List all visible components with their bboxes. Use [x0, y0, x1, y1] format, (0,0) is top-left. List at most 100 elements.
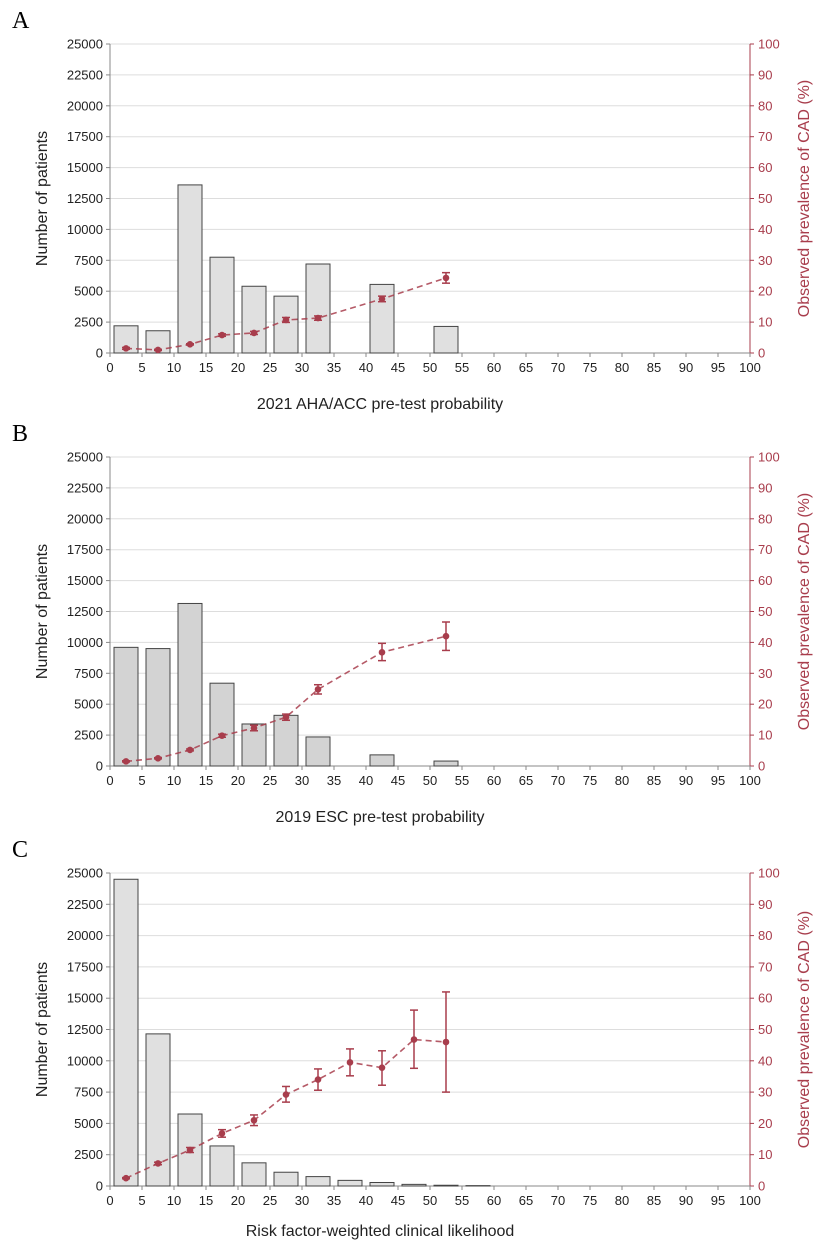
x-tick-label: 80	[615, 773, 629, 788]
y2-tick-label: 10	[758, 728, 772, 743]
y-tick-label: 2500	[74, 315, 103, 330]
prevalence-point	[442, 1038, 450, 1046]
x-tick-label: 25	[263, 773, 277, 788]
prevalence-point	[250, 724, 258, 732]
prevalence-point	[122, 1174, 130, 1182]
x-tick-label: 55	[455, 773, 469, 788]
x-tick-label: 80	[615, 1193, 629, 1208]
y-tick-label: 5000	[74, 284, 103, 299]
bar	[433, 760, 459, 767]
x-tick-label: 5	[138, 1193, 145, 1208]
x-tick-label: 100	[739, 773, 761, 788]
bar	[305, 1176, 331, 1187]
prevalence-point	[442, 274, 450, 282]
y-axis-title: Number of patients	[34, 131, 51, 266]
bar	[369, 754, 395, 767]
y2-tick-label: 0	[758, 759, 765, 774]
y2-tick-label: 100	[758, 37, 780, 52]
prevalence-point	[122, 758, 130, 765]
prevalence-point	[218, 732, 226, 740]
x-tick-label: 0	[106, 1193, 113, 1208]
y2-tick-label: 90	[758, 67, 772, 82]
x-tick-label: 0	[106, 773, 113, 788]
x-tick-label: 90	[679, 360, 693, 375]
x-tick-label: 20	[231, 773, 245, 788]
x-tick-label: 15	[199, 1193, 213, 1208]
prevalence-point	[154, 1160, 162, 1167]
x-tick-label: 90	[679, 1193, 693, 1208]
y2-tick-label: 30	[758, 666, 772, 681]
y-tick-label: 25000	[67, 450, 103, 465]
bar	[369, 283, 395, 354]
x-tick-label: 65	[519, 773, 533, 788]
x-tick-label: 35	[327, 360, 341, 375]
bar	[401, 1183, 427, 1187]
x-tick-label: 0	[106, 360, 113, 375]
y-tick-label: 12500	[67, 604, 103, 619]
x-tick-label: 30	[295, 360, 309, 375]
x-tick-label: 60	[487, 773, 501, 788]
x-tick-label: 80	[615, 360, 629, 375]
y-tick-label: 17500	[67, 129, 103, 144]
y2-tick-label: 60	[758, 573, 772, 588]
x-tick-label: 20	[231, 360, 245, 375]
x-tick-label: 35	[327, 773, 341, 788]
y-tick-label: 15000	[67, 573, 103, 588]
panel-a-letter: A	[12, 8, 30, 34]
x-tick-label: 45	[391, 773, 405, 788]
x-tick-label: 85	[647, 1193, 661, 1208]
y2-tick-label: 50	[758, 1022, 772, 1037]
y2-tick-label: 100	[758, 866, 780, 881]
x-axis-title: 2021 AHA/ACC pre-test probability	[257, 396, 503, 413]
y-tick-label: 7500	[74, 666, 103, 681]
y-tick-label: 10000	[67, 635, 103, 650]
y-tick-label: 17500	[67, 542, 103, 557]
y2-tick-label: 50	[758, 604, 772, 619]
x-tick-label: 50	[423, 1193, 437, 1208]
y-tick-label: 0	[96, 759, 103, 774]
prevalence-point	[410, 1036, 418, 1043]
prevalence-line	[125, 277, 447, 351]
y2-tick-label: 70	[758, 959, 772, 974]
y2-tick-label: 80	[758, 928, 772, 943]
bar	[273, 714, 299, 767]
y2-tick-label: 10	[758, 315, 772, 330]
x-tick-label: 30	[295, 773, 309, 788]
y-tick-label: 20000	[67, 511, 103, 526]
y2-axis-title: Observed prevalence of CAD (%)	[796, 911, 813, 1148]
x-axis-title: Risk factor-weighted clinical likelihood	[246, 1223, 515, 1240]
bar	[209, 682, 235, 767]
prevalence-point	[218, 331, 226, 339]
y2-tick-label: 40	[758, 1053, 772, 1068]
x-tick-label: 95	[711, 773, 725, 788]
y-tick-label: 15000	[67, 160, 103, 175]
prevalence-point	[378, 648, 386, 656]
prevalence-point	[122, 345, 130, 352]
bar	[433, 325, 459, 354]
x-tick-label: 85	[647, 773, 661, 788]
x-tick-label: 40	[359, 1193, 373, 1208]
x-tick-label: 10	[167, 1193, 181, 1208]
panel-a: A025005000750010000125001500017500200002…	[12, 8, 813, 413]
x-tick-label: 20	[231, 1193, 245, 1208]
x-tick-label: 60	[487, 1193, 501, 1208]
x-tick-label: 25	[263, 360, 277, 375]
bar	[209, 256, 235, 354]
y2-tick-label: 0	[758, 346, 765, 361]
bar	[177, 184, 203, 354]
y-tick-label: 2500	[74, 1147, 103, 1162]
y2-axis-title: Observed prevalence of CAD (%)	[796, 493, 813, 730]
prevalence-point	[282, 1091, 290, 1098]
x-tick-label: 10	[167, 360, 181, 375]
panel-c: C025005000750010000125001500017500200002…	[12, 837, 813, 1240]
y2-tick-label: 50	[758, 191, 772, 206]
bar	[241, 1162, 267, 1187]
y2-tick-label: 70	[758, 129, 772, 144]
prevalence-point	[186, 746, 194, 754]
y-tick-label: 10000	[67, 1053, 103, 1068]
y-tick-label: 10000	[67, 222, 103, 237]
prevalence-point	[250, 329, 258, 337]
bar	[177, 602, 203, 767]
x-tick-label: 45	[391, 360, 405, 375]
